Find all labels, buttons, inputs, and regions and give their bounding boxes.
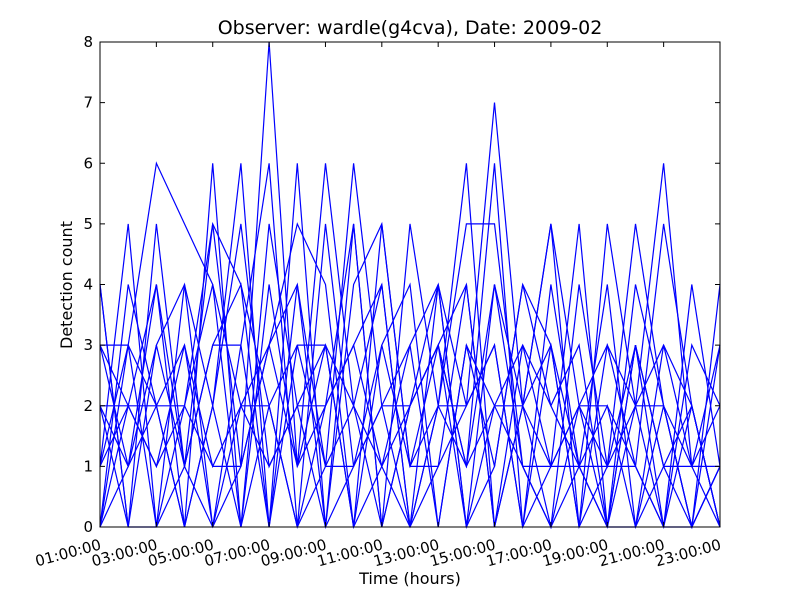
y-tick-label-1: 1 [83, 457, 93, 475]
y-tick-label-4: 4 [83, 276, 93, 294]
y-tick-label-3: 3 [83, 336, 93, 354]
y-tick-label-2: 2 [83, 397, 93, 415]
series-line-15 [99, 282, 721, 530]
series-line-11 [99, 284, 721, 530]
y-tick-label-7: 7 [83, 94, 93, 112]
y-tick-label-8: 8 [83, 33, 93, 51]
y-tick-label-0: 0 [83, 518, 93, 536]
y-tick-label-5: 5 [83, 215, 93, 233]
x-axis-title: Time (hours) [358, 569, 461, 588]
y-tick-label-6: 6 [83, 154, 93, 172]
chart-title: Observer: wardle(g4cva), Date: 2009-02 [218, 17, 603, 39]
y-axis-title: Detection count [57, 221, 76, 349]
